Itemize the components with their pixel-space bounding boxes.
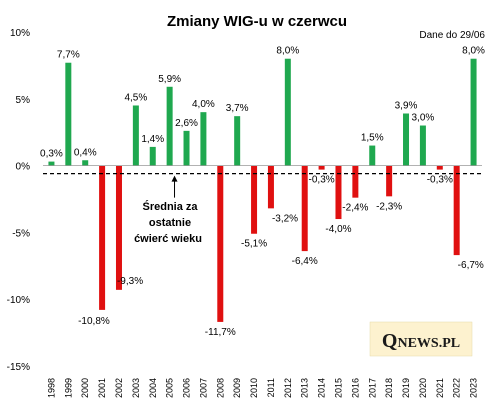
chart-subtitle: Dane do 29/06 [419,30,485,41]
data-label: 2,6% [175,118,198,129]
x-tick-label: 2014 [317,378,327,398]
x-tick-label: 2021 [435,378,445,398]
x-tick-label: 2019 [401,378,411,398]
data-label: -6,7% [458,260,484,271]
x-axis: 1998 1999 2000 2001 2002 2003 2004 2005 2006 2007… [46,378,478,398]
bar [217,165,224,322]
bar [335,165,342,220]
x-tick-label: 2023 [469,378,479,398]
bar [419,125,426,166]
x-tick-label: 2022 [452,378,462,398]
y-tick-label: 10% [10,28,30,39]
x-tick-label: 2007 [198,378,208,398]
x-tick-label: 2017 [367,378,377,398]
data-label: 1,5% [361,133,384,144]
x-tick-label: 2020 [418,378,428,398]
data-label: -3,2% [272,213,298,224]
x-tick-label: 2012 [283,378,293,398]
data-label: 0,3% [40,149,63,160]
bars [48,58,477,322]
chart-title: Zmiany WIG-u w czerwcu [167,13,347,30]
x-tick-label: 1999 [63,378,73,398]
data-label: -5,1% [241,239,267,250]
y-tick-label: 5% [16,95,31,106]
bar [251,165,258,234]
x-tick-label: 2008 [215,378,225,398]
bar [301,165,308,252]
bar [132,105,139,166]
x-tick-label: 2005 [165,378,175,398]
data-label: 1,4% [141,134,164,145]
bar [369,145,376,166]
bar [318,165,325,170]
bar [65,62,72,166]
annotation-line-1: Średnia za [142,200,198,213]
bar [386,165,393,197]
data-label: -9,3% [117,276,143,287]
bar [82,160,89,166]
bar [267,165,274,209]
svg-text:QNEWS.PL: QNEWS.PL [382,330,460,352]
y-tick-label: -15% [7,362,30,373]
data-label: -10,8% [78,316,110,327]
x-tick-label: 2010 [249,378,259,398]
y-axis: 10% 5% 0% -5% -10% -15% [7,28,30,373]
x-tick-label: 2013 [300,378,310,398]
data-label: 3,0% [412,113,435,124]
annotation-arrowhead [171,175,178,182]
average-annotation: Średnia za ostatnie ćwierć wieku [134,175,202,245]
data-label: -11,7% [205,327,236,338]
x-tick-label: 2006 [182,378,192,398]
y-tick-label: 0% [16,162,31,173]
data-label: -0,3% [309,175,335,186]
bar [149,146,156,166]
data-label: 5,9% [158,74,181,85]
x-tick-label: 2003 [131,378,141,398]
bar [470,58,477,166]
data-label: -4,0% [325,224,351,235]
x-tick-label: 2001 [97,378,107,398]
bar [99,165,106,310]
bar [166,86,173,166]
annotation-line-2: ostatnie [149,217,191,229]
data-label: 3,9% [395,100,418,111]
bar [453,165,460,256]
data-label: 8,0% [276,46,299,57]
bar [48,161,55,166]
x-tick-label: 2015 [333,378,343,398]
x-tick-label: 2018 [384,378,394,398]
x-tick-label: 2016 [350,378,360,398]
bar [234,116,241,166]
x-tick-label: 2004 [148,378,158,398]
data-label: -2,3% [376,201,402,212]
data-label: 4,5% [124,92,147,103]
y-tick-label: -5% [12,228,30,239]
bar [403,113,410,166]
data-labels: 0,3% 7,7% 0,4% -10,8% -9,3% 4,5% 1,4% 5,9% 2,6% 4… [40,46,485,338]
y-tick-label: -10% [7,295,30,306]
annotation-line-3: ćwierć wieku [134,233,202,245]
x-tick-label: 2000 [80,378,90,398]
data-label: 8,0% [462,46,485,57]
data-label: 3,7% [226,103,249,114]
data-label: -6,4% [292,256,318,267]
bar [200,112,207,166]
data-label: -0,3% [427,175,453,186]
x-tick-label: 2002 [114,378,124,398]
data-label: 4,0% [192,99,215,110]
bar [284,58,291,166]
data-label: 7,7% [57,50,80,61]
data-label: -2,4% [342,203,368,214]
bar [183,130,190,166]
x-tick-label: 2009 [232,378,242,398]
data-label: 0,4% [74,147,97,158]
bar [352,165,359,198]
bar [115,165,122,290]
x-tick-label: 2011 [266,378,276,397]
bar [436,165,443,170]
x-tick-label: 1998 [46,378,56,398]
qnews-logo: QNEWS.PL [369,321,473,357]
